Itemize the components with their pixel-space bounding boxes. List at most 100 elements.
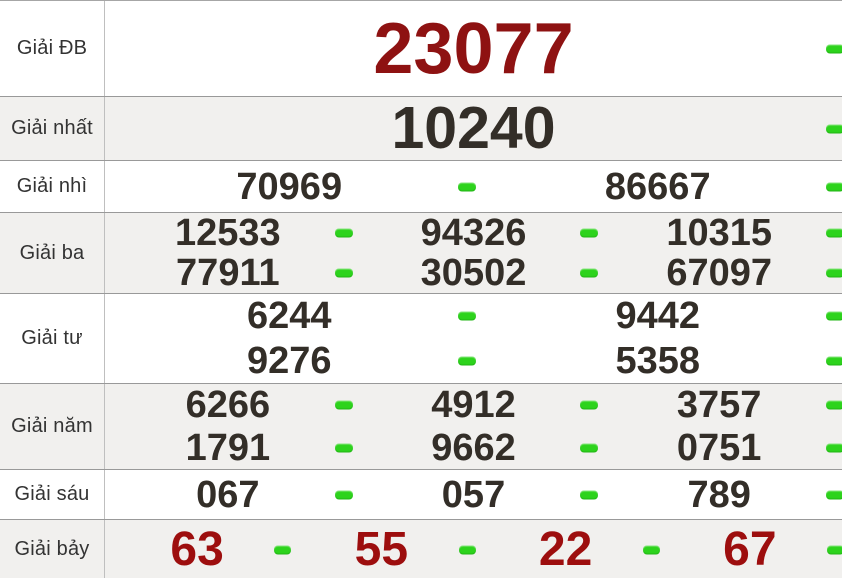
green-dash-icon — [334, 443, 353, 453]
prize-numbers-db: 23077 — [105, 1, 842, 96]
prize-segment: 0751 — [596, 427, 842, 470]
prize-segment: 9276 — [105, 339, 476, 384]
green-dash-icon — [826, 311, 842, 321]
green-dash-icon — [274, 545, 292, 554]
prize-number: 63 — [170, 522, 224, 576]
green-dash-icon — [457, 356, 476, 366]
green-dash-icon — [457, 311, 476, 321]
prize-number: 30502 — [420, 252, 527, 294]
green-dash-icon — [826, 356, 842, 366]
prize-numbers-sau: 067 057 789 — [105, 470, 842, 519]
prize-number: 12533 — [175, 212, 281, 254]
prize-number: 67097 — [666, 252, 773, 294]
green-dash-icon — [580, 443, 599, 453]
prize-row-db: Giải ĐB 23077 — [0, 1, 842, 96]
prize-number: 789 — [687, 473, 751, 516]
green-dash-icon — [334, 268, 353, 278]
green-dash-icon — [826, 182, 842, 191]
green-dash-icon — [457, 182, 476, 191]
prize-label-sau: Giải sáu — [0, 470, 105, 519]
prize-number: 67 — [723, 522, 777, 576]
green-dash-icon — [826, 400, 842, 410]
prize-line: 6244 9442 — [105, 294, 842, 339]
prize-line: 10240 — [105, 97, 842, 160]
prize-segment: 67 — [658, 520, 842, 578]
prize-line: 9276 5358 — [105, 339, 842, 384]
green-dash-icon — [826, 268, 842, 278]
prize-segment: 067 — [105, 470, 353, 519]
prize-numbers-tu: 6244 9442 9276 5358 — [105, 294, 842, 383]
prize-numbers-nhi: 70969 86667 — [105, 161, 842, 212]
green-dash-icon — [826, 443, 842, 453]
prize-row-tu: Giải tư 6244 9442 9276 5358 — [0, 293, 842, 383]
prize-number: 5358 — [615, 339, 701, 382]
green-dash-icon — [580, 228, 599, 238]
green-dash-icon — [826, 124, 842, 133]
prize-number: 1791 — [185, 426, 271, 469]
prize-numbers-nam: 6266 4912 3757 1791 9662 0751 — [105, 384, 842, 469]
green-dash-icon — [334, 228, 353, 238]
green-dash-icon — [458, 545, 476, 554]
prize-segment: 3757 — [596, 384, 842, 427]
prize-line: 067 057 789 — [105, 470, 842, 519]
prize-line: 23077 — [105, 1, 842, 96]
green-dash-icon — [826, 490, 842, 499]
prize-segment: 9662 — [351, 427, 599, 470]
prize-number: 22 — [538, 522, 593, 576]
prize-number: 0751 — [676, 426, 762, 469]
prize-label-nhat: Giải nhất — [0, 97, 105, 160]
prize-label-nhi: Giải nhì — [0, 161, 105, 212]
prize-row-sau: Giải sáu 067 057 789 — [0, 469, 842, 519]
prize-number: 9276 — [246, 339, 332, 382]
prize-number: 10240 — [391, 95, 556, 161]
prize-label-ba: Giải ba — [0, 213, 105, 293]
green-dash-icon — [580, 490, 599, 499]
prize-line: 70969 86667 — [105, 161, 842, 212]
prize-row-nhat: Giải nhất 10240 — [0, 96, 842, 160]
prize-row-nhi: Giải nhì 70969 86667 — [0, 160, 842, 212]
prize-row-ba: Giải ba 12533 94326 10315 77911 30502 67097 — [0, 212, 842, 293]
green-dash-icon — [826, 44, 842, 53]
prize-number: 10315 — [666, 212, 773, 254]
prize-segment: 057 — [351, 470, 599, 519]
prize-numbers-nhat: 10240 — [105, 97, 842, 160]
green-dash-icon — [580, 400, 599, 410]
prize-number: 4912 — [431, 384, 516, 427]
prize-number: 6244 — [246, 295, 332, 338]
prize-segment: 86667 — [474, 161, 842, 212]
prize-segment: 9442 — [474, 294, 842, 339]
prize-number: 057 — [441, 473, 506, 516]
prize-segment: 789 — [596, 470, 842, 519]
prize-segment: 67097 — [596, 253, 842, 293]
prize-number: 3757 — [676, 384, 762, 427]
green-dash-icon — [642, 545, 660, 554]
prize-segment: 94326 — [351, 212, 599, 254]
prize-segment: 12533 — [105, 212, 353, 254]
prize-segment: 23077 — [105, 1, 842, 96]
prize-segment: 10240 — [105, 97, 842, 160]
prize-numbers-bay: 63 55 22 67 — [105, 520, 842, 578]
prize-number: 70969 — [236, 165, 343, 208]
prize-line: 12533 94326 10315 — [105, 213, 842, 253]
prize-number: 23077 — [373, 8, 574, 89]
prize-number: 9442 — [615, 295, 701, 338]
prize-line: 77911 30502 67097 — [105, 253, 842, 293]
prize-label-tu: Giải tư — [0, 294, 105, 383]
prize-label-db: Giải ĐB — [0, 1, 105, 96]
prize-line: 63 55 22 67 — [105, 520, 842, 578]
green-dash-icon — [334, 400, 353, 410]
prize-segment: 30502 — [351, 252, 599, 294]
prize-row-nam: Giải năm 6266 4912 3757 1791 9662 0751 — [0, 383, 842, 469]
prize-number: 94326 — [420, 212, 527, 254]
green-dash-icon — [580, 268, 599, 278]
prize-number: 55 — [354, 522, 409, 576]
prize-line: 6266 4912 3757 — [105, 384, 842, 427]
green-dash-icon — [827, 545, 842, 554]
prize-segment: 5358 — [474, 339, 842, 384]
prize-segment: 70969 — [105, 161, 476, 212]
prize-number: 6266 — [185, 384, 271, 427]
prize-segment: 63 — [105, 520, 292, 578]
prize-segment: 55 — [289, 520, 476, 578]
prize-segment: 10315 — [596, 213, 842, 253]
